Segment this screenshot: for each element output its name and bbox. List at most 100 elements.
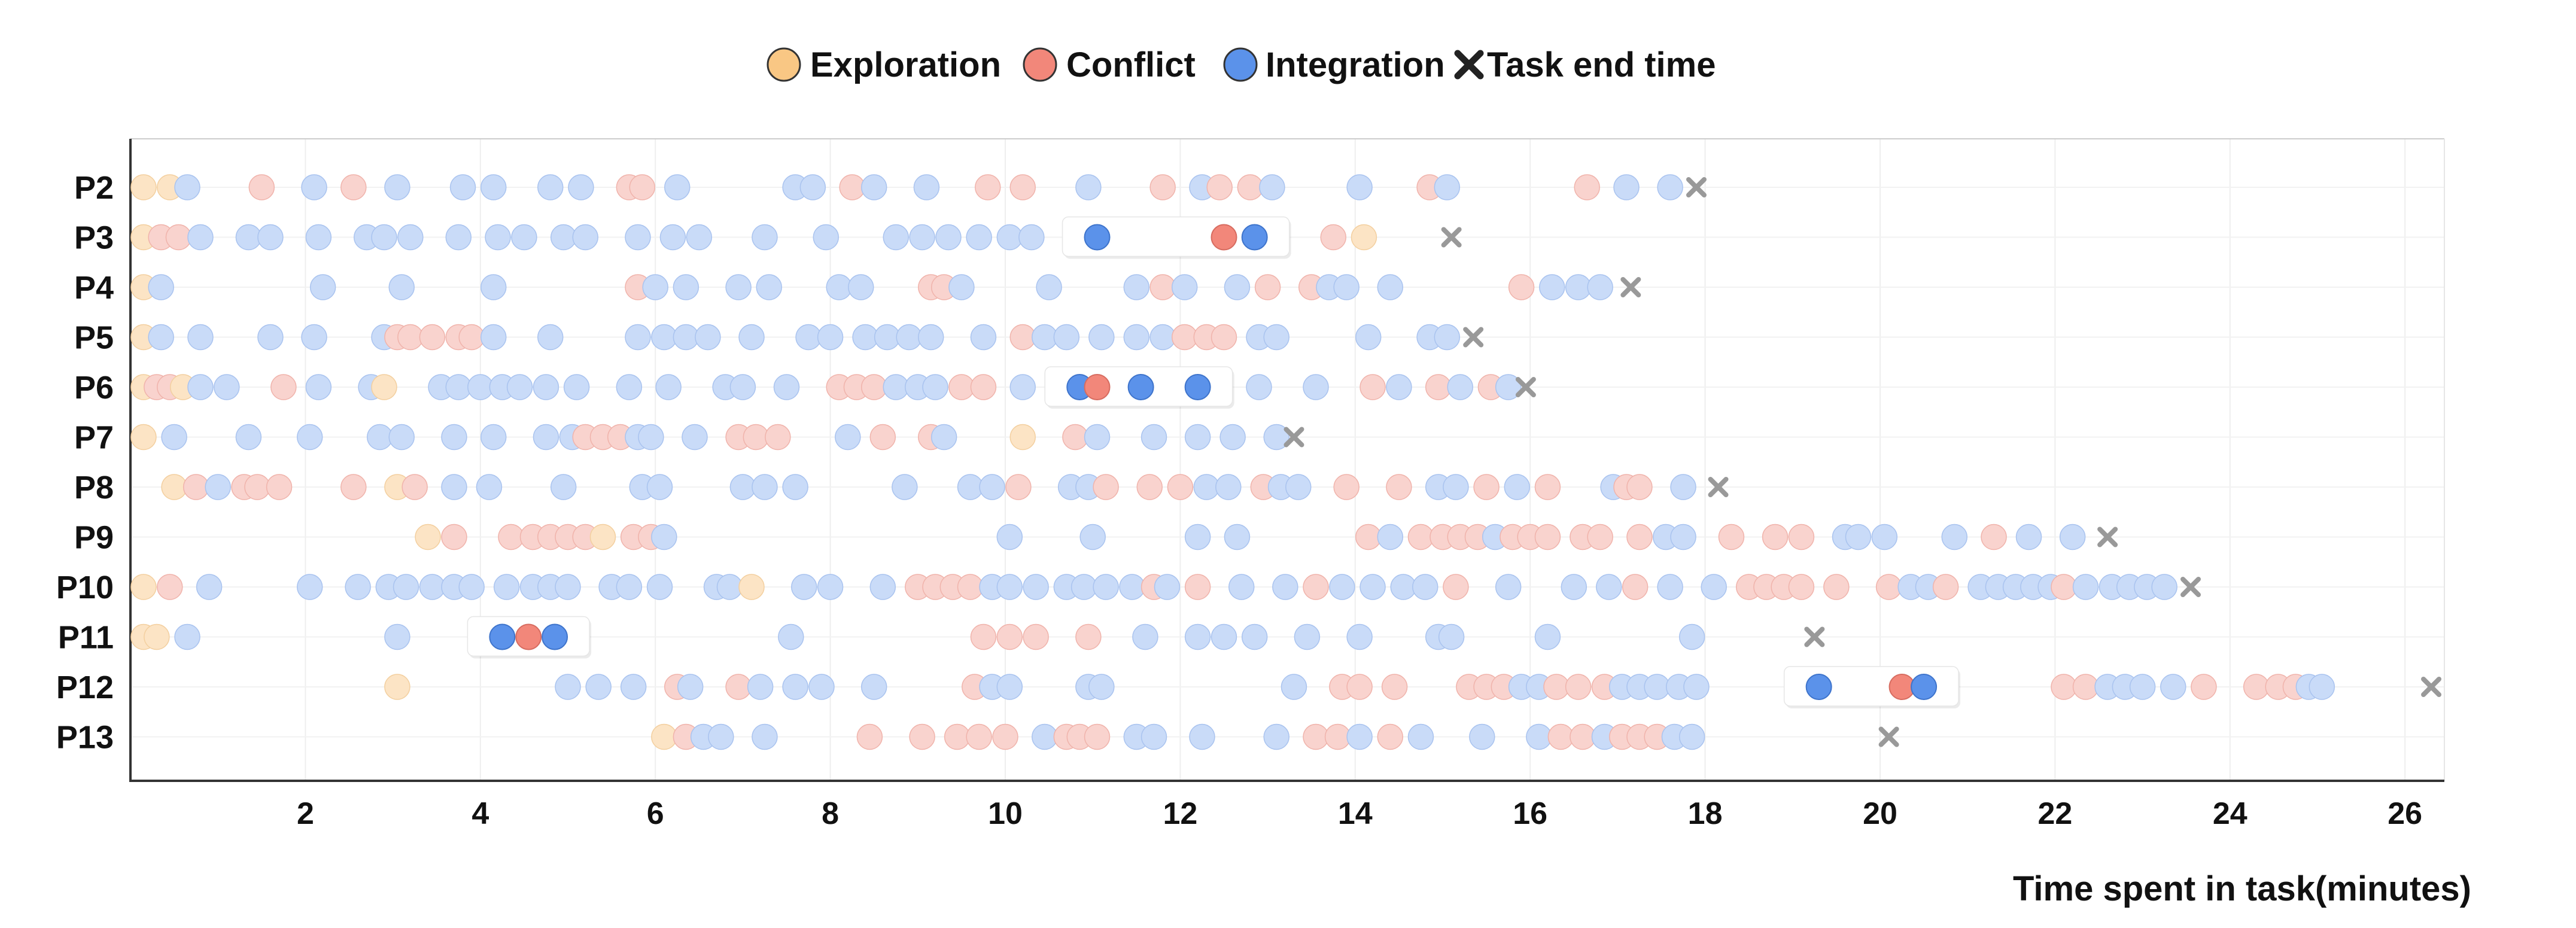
participant-label: P6	[74, 370, 114, 406]
event-dot	[157, 574, 183, 600]
event-dot	[1534, 474, 1561, 500]
event-dot	[747, 674, 774, 700]
event-dot	[646, 574, 673, 600]
event-dot	[476, 474, 503, 500]
event-dot	[1407, 723, 1434, 750]
event-dot	[1469, 723, 1495, 750]
legend-item-exploration: Exploration	[767, 45, 1001, 84]
event-dot	[1443, 574, 1469, 600]
legend: Exploration Conflict Integration Task end t…	[767, 45, 1716, 84]
task-end-marker	[1463, 327, 1484, 348]
event-dot	[480, 324, 507, 351]
event-dot	[1657, 174, 1683, 200]
event-dot	[388, 424, 415, 451]
event-dot	[309, 274, 336, 300]
event-dot	[948, 274, 975, 300]
event-dot	[1206, 174, 1233, 200]
event-dot	[2015, 524, 2042, 550]
event-dot	[642, 274, 668, 300]
participant-label: P4	[74, 270, 114, 306]
event-dot	[2051, 674, 2077, 700]
event-dot	[1526, 723, 1552, 750]
event-dot	[765, 424, 791, 451]
participant-label: P12	[56, 670, 114, 705]
event-dot	[2151, 574, 2177, 600]
event-dot	[1149, 324, 1176, 351]
event-dot	[1263, 324, 1289, 351]
event-dot	[1932, 574, 1959, 600]
event-dot	[1032, 723, 1058, 750]
legend-item-integration: Integration	[1223, 45, 1445, 84]
event-dot	[970, 623, 997, 650]
event-dot	[1788, 524, 1815, 550]
event-dot	[1434, 324, 1461, 351]
event-dot	[782, 674, 808, 700]
event-dot	[441, 474, 467, 500]
event-dot	[1355, 524, 1382, 550]
x-axis-label: Time spent in task(minutes)	[2013, 869, 2471, 908]
legend-x-icon	[1454, 50, 1484, 80]
event-dot	[1254, 274, 1281, 300]
event-dot	[1871, 524, 1898, 550]
task-end-marker	[1620, 277, 1641, 297]
event-dot	[795, 324, 822, 351]
event-dot	[266, 474, 293, 500]
event-dot	[1508, 274, 1535, 300]
event-dot	[1023, 623, 1049, 650]
legend-marker-integration	[1223, 47, 1258, 82]
participant-label: P8	[74, 470, 114, 506]
event-dot	[1539, 274, 1565, 300]
event-dot	[856, 723, 883, 750]
event-dot	[384, 623, 410, 650]
event-dot	[161, 424, 187, 451]
event-dot	[708, 723, 734, 750]
event-dot	[445, 224, 472, 251]
event-dot	[1587, 274, 1613, 300]
participant-row: P11	[58, 616, 1825, 659]
participant-rows: P2 P3 P4 P5 P6 P7 P8 P9 P10 P11 P12 P13	[56, 170, 2442, 756]
participant-row: P3	[74, 216, 1462, 259]
event-dot	[1224, 524, 1251, 550]
event-dot	[1360, 374, 1386, 400]
event-dot	[1644, 674, 1670, 700]
event-dot	[130, 574, 157, 600]
event-dot	[550, 474, 577, 500]
event-dot	[1386, 474, 1412, 500]
event-dot	[1941, 524, 1968, 550]
event-dot	[725, 274, 752, 300]
end-marker-stroke	[2180, 577, 2201, 597]
participant-row: P9	[74, 520, 2118, 556]
event-dot	[572, 224, 598, 251]
event-dot	[1678, 723, 1705, 750]
event-dot	[1241, 623, 1268, 650]
legend-label: Integration	[1266, 45, 1445, 84]
event-dot	[957, 574, 984, 600]
task-end-marker	[1686, 177, 1707, 197]
event-dot	[1119, 574, 1145, 600]
event-dot	[975, 174, 1001, 200]
event-dot	[1622, 574, 1649, 600]
event-dot	[996, 574, 1023, 600]
event-dot	[480, 274, 507, 300]
event-dot	[1447, 374, 1473, 400]
task-end-marker	[1441, 227, 1462, 248]
event-dot	[2243, 674, 2270, 700]
event-dot	[1683, 674, 1710, 700]
event-dot	[2059, 524, 2086, 550]
event-dot	[1018, 224, 1045, 251]
event-dot	[1574, 174, 1600, 200]
event-dot	[782, 474, 808, 500]
event-dot	[1407, 524, 1434, 550]
participant-row: P2	[74, 170, 1707, 206]
event-dot	[1346, 174, 1373, 200]
event-dot	[1718, 524, 1745, 550]
event-dot	[808, 674, 835, 700]
end-marker-stroke	[1686, 177, 1707, 197]
event-dot	[799, 174, 826, 200]
event-dot	[1294, 623, 1321, 650]
event-dot	[1443, 474, 1469, 500]
event-dot	[996, 524, 1023, 550]
event-dot	[174, 623, 200, 650]
event-dot	[537, 174, 564, 200]
